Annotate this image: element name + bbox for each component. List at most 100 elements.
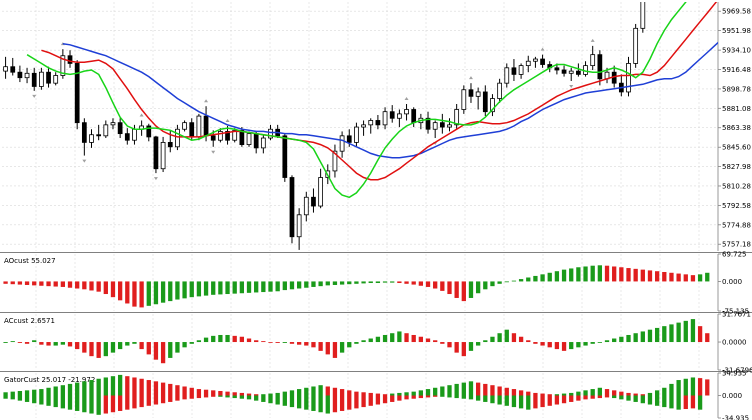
gator-upper-bar — [454, 383, 459, 396]
candle-body — [17, 71, 23, 79]
gator-lower-bar — [504, 395, 509, 406]
price-axis-tick-label: 5774.88 — [722, 221, 751, 229]
gator-lower-bar — [533, 395, 538, 409]
gator-upper-bar — [311, 386, 316, 396]
gator-upper-bar — [318, 385, 323, 396]
price-axis-tick-label: 5827.98 — [722, 163, 751, 171]
candle-body — [124, 133, 130, 141]
fractal-up-marker — [404, 97, 409, 101]
indicator-bar — [705, 272, 710, 282]
candle-body — [81, 122, 87, 143]
gator-upper-bar — [146, 380, 151, 396]
fractal-down-marker — [82, 159, 87, 163]
indicator-bar — [447, 281, 452, 295]
gator-upper-bar — [160, 382, 166, 396]
indicator-bar — [518, 336, 524, 343]
gator-upper-bar — [296, 389, 302, 396]
gator-upper-bar — [418, 390, 424, 396]
indicator-bar — [103, 281, 108, 295]
indicator-bar — [418, 336, 424, 343]
candle-body — [268, 128, 273, 139]
indicator-bar — [676, 273, 681, 282]
indicator-bar — [203, 281, 209, 296]
gator-upper-bar — [46, 387, 51, 396]
indicator-bar — [511, 280, 517, 282]
gator-upper-bar — [110, 376, 116, 396]
gator-lower-bar — [483, 395, 488, 402]
indicator-bar — [654, 327, 660, 343]
gator-upper-bar — [182, 386, 187, 396]
gator-lower-bar — [647, 395, 653, 405]
candle-body — [554, 67, 560, 71]
gator-upper-bar — [332, 387, 338, 396]
indicator-bar — [82, 281, 87, 290]
gator-upper-bar — [339, 389, 345, 396]
gator-upper-bar — [17, 390, 23, 396]
candle-body — [46, 71, 51, 84]
indicator-bar — [454, 281, 459, 298]
gator-upper-bar — [404, 392, 409, 396]
indicator-bar — [468, 281, 474, 298]
gator-lower-bar — [10, 395, 15, 400]
gator-lower-bar — [218, 395, 223, 397]
candle-body — [53, 75, 59, 84]
indicator-bar — [325, 342, 330, 355]
gator-lower-bar — [697, 395, 703, 410]
indicator-bar — [3, 281, 8, 284]
indicator-bar — [89, 342, 94, 357]
candle-body — [117, 122, 123, 135]
candle-body — [475, 91, 481, 97]
indicator-bar — [239, 281, 245, 294]
candle-body — [511, 67, 517, 75]
candle-body — [339, 135, 345, 152]
indicator-bar — [304, 281, 309, 288]
indicator-bar — [96, 342, 101, 358]
gator-lower-bar — [275, 395, 280, 405]
gator-lower-bar — [561, 395, 567, 404]
gator-lower-bar — [3, 395, 8, 399]
gator-lower-bar — [490, 395, 495, 404]
gator-lower-bar — [540, 395, 545, 408]
gator-upper-bar — [526, 391, 531, 396]
candle-body — [640, 2, 646, 29]
indicator-bar — [461, 342, 466, 357]
candle-body — [39, 71, 44, 87]
gator-upper-bar — [626, 392, 631, 396]
indicator-bar — [633, 333, 638, 343]
indicator-bar — [647, 270, 653, 282]
gator-upper-bar — [211, 390, 216, 396]
indicator-bar — [390, 333, 395, 343]
indicator-bar — [612, 338, 617, 343]
indicator-bar — [619, 267, 624, 282]
indicator-bar — [669, 324, 674, 343]
candle-body — [182, 122, 187, 130]
indicator-bar — [669, 272, 674, 282]
candle-body — [454, 109, 460, 126]
gator-lower-bar — [261, 395, 266, 402]
gator-lower-bar — [332, 395, 338, 413]
alligator-lips-line — [26, 2, 687, 199]
indicator-bar — [146, 281, 151, 306]
candle-body — [525, 60, 531, 67]
gator-upper-bar — [468, 381, 474, 396]
indicator-bar — [468, 342, 474, 351]
gator-lower-bar — [132, 395, 137, 409]
indicator-bar — [275, 281, 280, 292]
gator-lower-bar — [103, 395, 108, 414]
candle-body — [382, 111, 388, 126]
candle-body — [210, 135, 216, 141]
candle-body — [239, 129, 245, 145]
indicator-bar — [89, 281, 94, 291]
indicator-bar — [597, 265, 603, 282]
indicator-bar — [60, 281, 66, 287]
gator-upper-bar — [304, 387, 309, 396]
indicator-bar — [540, 342, 545, 346]
candle-body — [110, 122, 116, 126]
gator-lower-bar — [175, 395, 180, 401]
candle-body — [354, 126, 359, 143]
gator-upper-bar — [275, 392, 280, 396]
gator-lower-bar — [211, 395, 216, 397]
candle-body — [225, 131, 230, 141]
